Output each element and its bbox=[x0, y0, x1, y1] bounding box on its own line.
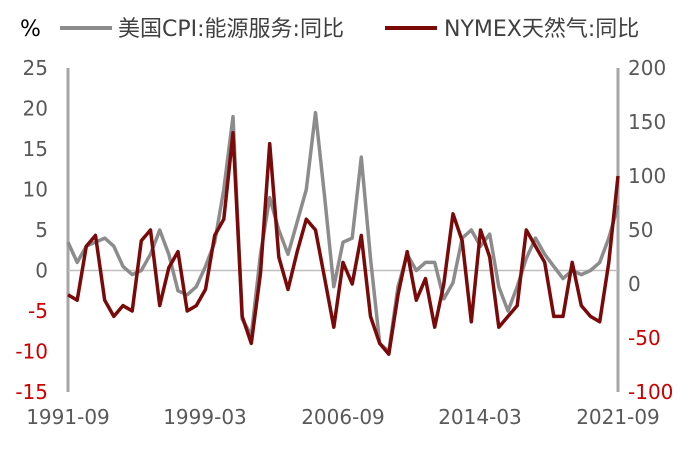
left-tick-label: -10 bbox=[15, 340, 48, 364]
left-tick-label: -5 bbox=[28, 299, 48, 323]
left-tick-label: 10 bbox=[23, 178, 48, 202]
legend-label-gas: NYMEX天然气:同比 bbox=[444, 17, 639, 42]
right-tick-label: 50 bbox=[628, 218, 653, 242]
left-tick-label: 15 bbox=[23, 137, 48, 161]
left-axis-unit: % bbox=[20, 17, 41, 42]
x-tick-label: 2014-03 bbox=[438, 405, 522, 429]
left-tick-label: 5 bbox=[35, 218, 48, 242]
right-tick-label: 150 bbox=[628, 110, 666, 134]
left-tick-label: 20 bbox=[23, 97, 48, 121]
legend: 美国CPI:能源服务:同比 NYMEX天然气:同比 bbox=[60, 17, 639, 42]
left-tick-label: -15 bbox=[15, 380, 48, 404]
x-tick-label: 2006-09 bbox=[301, 405, 385, 429]
series-line-cpi-energy-services bbox=[66, 110, 620, 354]
plot-area bbox=[66, 110, 620, 356]
right-tick-label: -50 bbox=[628, 326, 661, 350]
x-tick-label: 1999-03 bbox=[163, 405, 247, 429]
right-tick-label: 200 bbox=[628, 56, 666, 80]
left-tick-label: 0 bbox=[35, 259, 48, 283]
series-line-nymex-natural-gas bbox=[67, 131, 620, 356]
x-tick-label: 2021-09 bbox=[576, 405, 660, 429]
right-tick-label: 100 bbox=[628, 164, 666, 188]
right-tick-label: 0 bbox=[628, 272, 641, 296]
x-tick-label: 1991-09 bbox=[26, 405, 110, 429]
legend-label-cpi: 美国CPI:能源服务:同比 bbox=[118, 17, 344, 42]
axes: 2520151050-5-10-15200150100500-50-100199… bbox=[15, 56, 673, 429]
left-tick-label: 25 bbox=[23, 56, 48, 80]
right-tick-label: -100 bbox=[628, 380, 673, 404]
